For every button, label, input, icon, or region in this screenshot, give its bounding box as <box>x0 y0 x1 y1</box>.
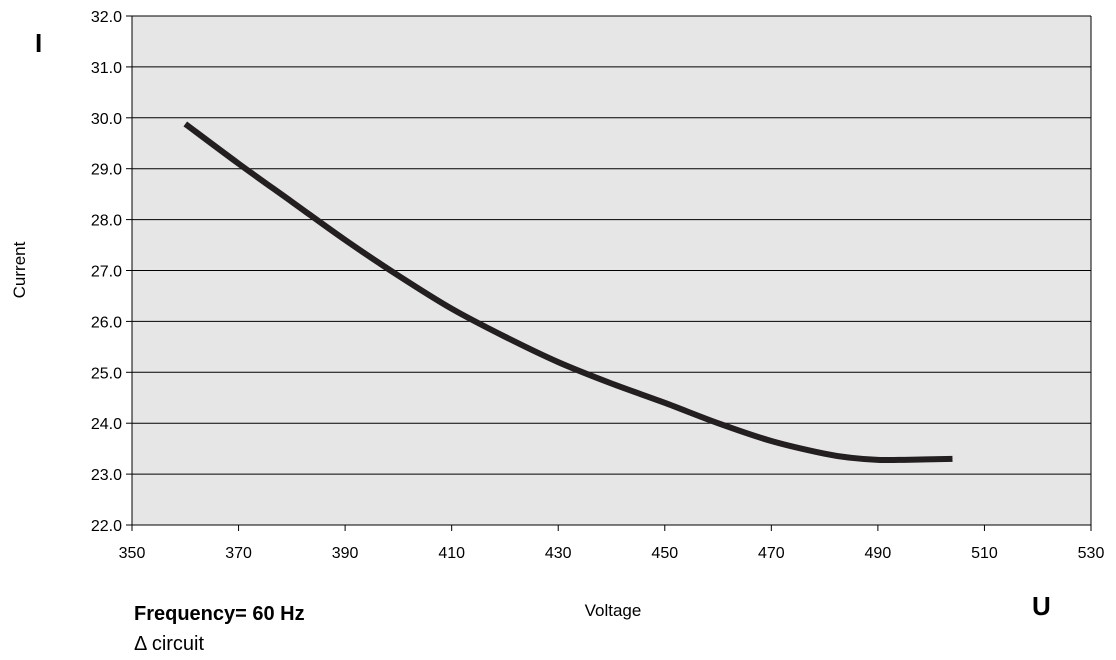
y-tick-label: 30.0 <box>91 111 122 128</box>
x-tick-label: 530 <box>1078 545 1105 562</box>
x-tick-label: 450 <box>651 545 678 562</box>
axes <box>126 15 1092 531</box>
x-tick-label: 410 <box>438 545 465 562</box>
frequency-note: Frequency= 60 Hz <box>134 603 305 625</box>
y-tick-label: 29.0 <box>91 162 122 179</box>
x-tick-label: 350 <box>119 545 146 562</box>
x-tick-label: 390 <box>332 545 359 562</box>
y-symbol-label: I <box>35 28 42 58</box>
y-tick-labels: 22.0 23.0 24.0 25.0 26.0 27.0 28.0 29.0 30.0 31.0… <box>91 9 122 535</box>
y-axis-label: Current <box>10 241 29 298</box>
y-tick-label: 26.0 <box>91 314 122 331</box>
y-tick-label: 25.0 <box>91 365 122 382</box>
series-layer <box>183 121 953 464</box>
x-axis-label: Voltage <box>585 601 642 620</box>
y-tick-label: 28.0 <box>91 213 122 230</box>
x-tick-label: 510 <box>971 545 998 562</box>
y-tick-label: 32.0 <box>91 9 122 26</box>
series-line <box>183 121 953 464</box>
x-tick-label: 370 <box>225 545 252 562</box>
x-tick-label: 470 <box>758 545 785 562</box>
y-tick-label: 31.0 <box>91 60 122 77</box>
circuit-note: Δ circuit <box>134 633 204 655</box>
x-tick-label: 490 <box>865 545 892 562</box>
x-symbol-label: U <box>1032 591 1051 621</box>
y-tick-label: 23.0 <box>91 467 122 484</box>
x-tick-labels: 350 370 390 410 430 450 470 490 510 530 <box>119 545 1105 562</box>
x-tick-label: 430 <box>545 545 572 562</box>
gridlines <box>132 15 1091 475</box>
y-tick-label: 24.0 <box>91 416 122 433</box>
y-tick-label: 22.0 <box>91 518 122 535</box>
y-tick-label: 27.0 <box>91 264 122 281</box>
